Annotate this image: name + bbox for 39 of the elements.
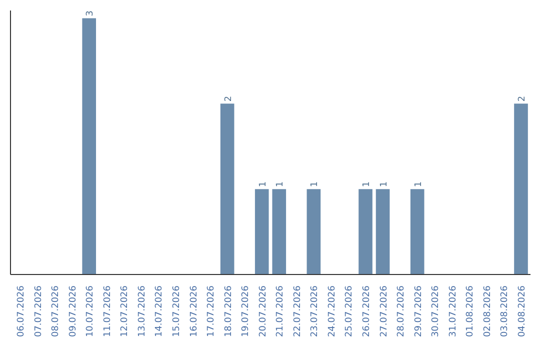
x-tick-label: 01.08.2026 <box>466 285 476 338</box>
x-tick-label: 21.07.2026 <box>276 285 286 338</box>
x-tick-label: 23.07.2026 <box>310 285 320 338</box>
x-tick-label: 18.07.2026 <box>224 285 234 338</box>
x-tick-label: 04.08.2026 <box>518 285 528 338</box>
x-tick-label: 13.07.2026 <box>137 285 148 338</box>
x-tick-label: 08.07.2026 <box>51 285 62 338</box>
x-tick-label: 15.07.2026 <box>172 285 182 338</box>
x-tick-label: 09.07.2026 <box>68 285 78 338</box>
x-tick-label: 29.07.2026 <box>414 285 424 338</box>
x-tick-label: 25.07.2026 <box>344 285 355 338</box>
x-tick-label: 31.07.2026 <box>448 285 458 338</box>
data-label: 2 <box>518 96 528 102</box>
x-tick-label: 26.07.2026 <box>362 285 372 338</box>
data-label: 1 <box>276 181 286 188</box>
x-tick-label: 14.07.2026 <box>154 285 165 338</box>
data-label: 1 <box>379 181 390 188</box>
x-tick-label: 20.07.2026 <box>258 285 268 338</box>
x-tick-label: 12.07.2026 <box>120 285 130 338</box>
data-label: 1 <box>310 181 320 188</box>
data-label: 1 <box>362 181 372 188</box>
data-label: 3 <box>86 10 96 16</box>
x-tick-label: 11.07.2026 <box>102 285 113 338</box>
data-label: 1 <box>414 181 424 188</box>
x-tick-label: 28.07.2026 <box>396 285 407 338</box>
x-tick-label: 17.07.2026 <box>206 285 217 338</box>
x-tick-label: 22.07.2026 <box>292 285 303 338</box>
x-tick-label: 30.07.2026 <box>431 285 442 338</box>
data-label: 1 <box>258 181 268 188</box>
x-tick-label: 16.07.2026 <box>189 285 200 338</box>
x-tick-label: 27.07.2026 <box>379 285 390 338</box>
x-tick-label: 06.07.2026 <box>16 285 26 338</box>
x-tick-label: 03.08.2026 <box>500 285 510 338</box>
x-tick-label: 24.07.2026 <box>327 285 338 338</box>
x-tick-label: 10.07.2026 <box>86 285 96 338</box>
x-tick-label: 19.07.2026 <box>241 285 252 338</box>
data-label: 2 <box>224 96 234 102</box>
x-tick-label: 02.08.2026 <box>482 285 493 338</box>
x-tick-label: 07.07.2026 <box>34 285 44 338</box>
